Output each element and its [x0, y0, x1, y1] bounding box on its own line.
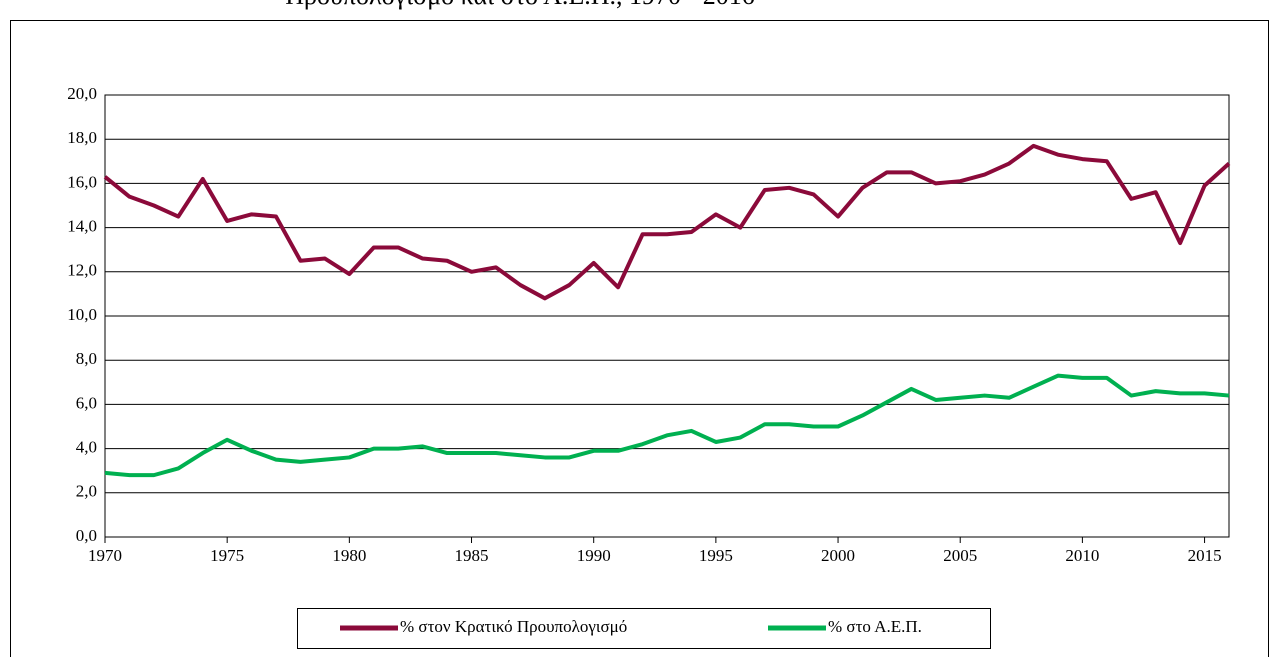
- data-line: [104, 373, 1230, 478]
- x-tick-label: 1985: [455, 546, 489, 565]
- legend-label: % στο Α.Ε.Π.: [828, 617, 922, 636]
- x-tick-label: 2005: [943, 546, 977, 565]
- x-tick-label: 1975: [210, 546, 244, 565]
- y-tick-label: 18,0: [67, 128, 97, 147]
- y-tick-label: 20,0: [67, 84, 97, 103]
- x-tick-label: 1980: [332, 546, 366, 565]
- chart-title: Προυπολογισμό και στο Α.Ε.Π., 1970 - 201…: [285, 0, 754, 10]
- y-tick-label: 14,0: [67, 217, 97, 236]
- x-tick-label: 1990: [577, 546, 611, 565]
- y-tick-label: 12,0: [67, 261, 97, 280]
- y-tick-label: 16,0: [67, 172, 97, 191]
- y-tick-label: 10,0: [67, 305, 97, 324]
- y-tick-label: 8,0: [76, 349, 97, 368]
- legend-label: % στον Κρατικό Προυπολογισμό: [400, 617, 627, 636]
- y-tick-label: 2,0: [76, 482, 97, 501]
- data-line: [103, 143, 1231, 301]
- legend-box: [297, 608, 991, 649]
- y-tick-label: 6,0: [76, 393, 97, 412]
- y-tick-label: 4,0: [76, 438, 97, 457]
- chart-frame: [10, 20, 1269, 657]
- x-tick-label: 2015: [1188, 546, 1222, 565]
- plot-frame: [104, 94, 1230, 538]
- x-tick-label: 2000: [821, 546, 855, 565]
- y-tick-label: 0,0: [76, 526, 97, 545]
- x-tick-label: 2010: [1065, 546, 1099, 565]
- x-tick-label: 1970: [88, 546, 122, 565]
- x-tick-label: 1995: [699, 546, 733, 565]
